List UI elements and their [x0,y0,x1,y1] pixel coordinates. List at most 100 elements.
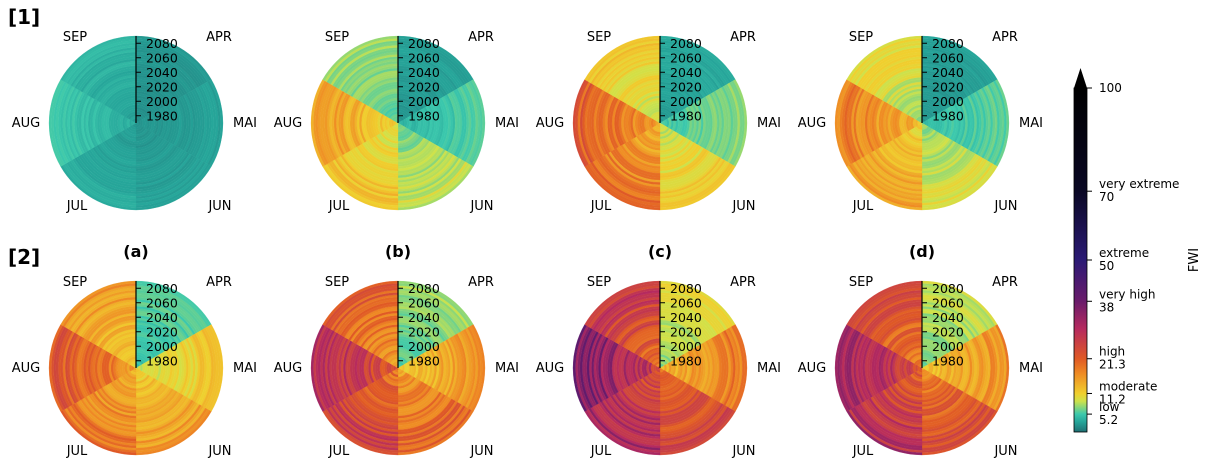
radial-tick-label: 2080 [146,36,178,51]
wedge-mai [921,324,1010,412]
radial-tick-label: 2000 [670,339,702,354]
colorbar-tick-label: 70 [1099,190,1114,204]
wedge-mai [659,324,748,412]
month-label-aug: AUG [12,116,40,131]
month-label-mai: MAI [495,116,519,131]
colorbar-tick-label: 5.2 [1099,413,1118,427]
radial-tick-label: 2040 [408,65,440,80]
wedge-apr [135,280,212,369]
radial-tick-label: 2080 [670,281,702,296]
month-label-mai: MAI [1019,116,1043,131]
radial-tick-label: 2060 [146,295,178,310]
wedge-jul [846,122,923,211]
column-label: (b) [385,242,411,261]
radial-tick-label: 2020 [408,324,440,339]
wedge-jun [921,367,998,456]
colorbar-tick-label: moderate [1099,379,1157,393]
colorbar-tick-label: low [1099,400,1120,414]
radial-tick-label: 1980 [408,353,440,368]
colorbar-bar [1073,87,1088,433]
month-label-aug: AUG [274,361,302,376]
month-label-apr: APR [992,275,1018,290]
colorbar-extend-arrow [1074,68,1087,88]
radial-tick-label: 2060 [670,50,702,65]
month-label-jul: JUL [328,444,350,459]
radial-tick-label: 2020 [932,324,964,339]
month-label-jul: JUL [590,444,612,459]
wedge-aug [310,79,399,167]
radial-tick-label: 2000 [408,339,440,354]
wedge-mai [921,79,1010,167]
radial-tick-label: 2080 [932,36,964,51]
wedge-sep [322,35,399,124]
radial-tick-label: 1980 [146,353,178,368]
colorbar-tick-label: 38 [1099,300,1114,314]
wedge-aug [310,324,399,412]
wedge-aug [834,79,923,167]
month-label-mai: MAI [1019,361,1043,376]
wedge-jul [584,367,661,456]
colorbar-tick-label: 21.3 [1099,358,1126,372]
radial-tick-label: 2080 [408,36,440,51]
radial-tick-label: 2000 [146,94,178,109]
month-label-jul: JUL [328,199,350,214]
month-label-aug: AUG [798,116,826,131]
month-label-aug: AUG [536,116,564,131]
radial-tick-label: 2040 [146,65,178,80]
wedge-apr [135,35,212,124]
month-label-apr: APR [206,30,232,45]
month-label-jun: JUN [731,444,755,459]
radial-tick-label: 2040 [146,310,178,325]
wedge-aug [48,79,137,167]
wedge-jun [659,367,736,456]
month-label-sep: SEP [63,275,87,290]
colorbar-tick-label: 11.2 [1099,392,1126,406]
radial-tick-label: 1980 [932,353,964,368]
wedge-apr [659,35,736,124]
wedge-jun [135,367,212,456]
wedge-jun [135,122,212,211]
wedge-jul [846,367,923,456]
column-label: (c) [648,242,672,261]
wedge-sep [846,35,923,124]
wedge-aug [48,324,137,412]
radial-tick-label: 2000 [932,339,964,354]
radial-tick-label: 2060 [670,295,702,310]
row-label-1: [1] [8,5,40,29]
colorbar-tick-label: 100 [1099,81,1122,95]
month-label-sep: SEP [849,275,873,290]
month-label-jun: JUN [469,199,493,214]
month-label-jul: JUL [852,199,874,214]
month-label-sep: SEP [849,30,873,45]
radial-tick-label: 1980 [408,108,440,123]
radial-tick-label: 2060 [932,50,964,65]
month-label-jun: JUN [993,199,1017,214]
wedge-aug [572,79,661,167]
month-label-apr: APR [468,275,494,290]
row-label-2: [2] [8,245,40,269]
month-label-sep: SEP [325,30,349,45]
column-label: (a) [123,242,148,261]
wedge-apr [921,35,998,124]
month-label-apr: APR [206,275,232,290]
month-label-sep: SEP [587,30,611,45]
month-label-apr: APR [730,30,756,45]
month-label-mai: MAI [233,116,257,131]
colorbar-tick-label: 50 [1099,259,1114,273]
wedge-aug [572,324,661,412]
wedge-jun [397,122,474,211]
radial-tick-label: 2080 [408,281,440,296]
radial-tick-label: 2040 [408,310,440,325]
radial-tick-label: 2020 [408,79,440,94]
month-label-sep: SEP [587,275,611,290]
month-label-jun: JUN [993,444,1017,459]
radial-tick-label: 2020 [670,79,702,94]
